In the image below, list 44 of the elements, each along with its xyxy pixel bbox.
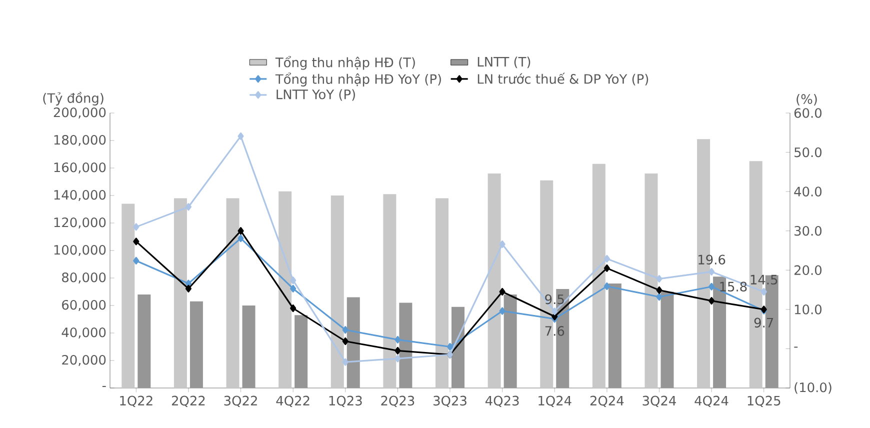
y-tick-label: 80,000 [62,272,106,284]
data-label: 9.5 [545,294,564,304]
x-tick-label: 2Q22 [172,396,205,408]
y2-tick-label: 40.0 [794,186,822,196]
y-tick-label: 180,000 [54,134,106,146]
x-tick-label: 4Q24 [694,396,728,408]
data-label: 9.7 [754,318,774,328]
x-tick-label: 4Q23 [485,396,519,408]
y-tick-label: 200,000 [54,107,106,119]
legend-label: Tổng thu nhập HĐ (T) [275,56,415,70]
legend-label: LNTT (T) [478,56,530,68]
x-tick-label: 3Q24 [642,396,676,408]
legend-label: LN trước thuế & DP YoY (P) [478,72,648,86]
y2-tick-label: - [794,346,798,348]
x-tick-label: 2Q24 [590,396,624,408]
y-axis-title: (Tỷ đồng) [43,92,104,106]
y-tick-label: 120,000 [54,217,106,229]
x-tick-label: 4Q22 [276,396,310,408]
data-label: 7.6 [545,326,564,336]
x-tick-label: 1Q23 [329,396,362,408]
data-label: 19.6 [698,254,726,265]
x-tick-label: 2Q23 [381,396,414,408]
y2-tick-label: 30.0 [794,226,822,236]
data-label: 14.5 [750,274,778,285]
y-tick-label: 20,000 [62,354,106,366]
y-tick-label: 140,000 [54,190,106,202]
y-tick-label: 60,000 [62,300,106,312]
y2-tick-label: 60.0 [794,108,822,118]
legend-label: Tổng thu nhập HĐ YoY (P) [275,72,441,86]
y-tick-label: - [102,386,106,387]
y2-tick-label: 50.0 [794,147,822,158]
y2-axis-title: (%) [796,94,817,106]
y-tick-label: 160,000 [54,162,106,174]
legend-label: LNTT YoY (P) [276,89,355,101]
x-tick-label: 1Q25 [748,396,780,408]
x-tick-label: 3Q23 [434,396,466,408]
x-tick-label: 1Q24 [538,396,572,408]
y2-tick-label: (10.0) [794,382,832,394]
y-tick-label: 40,000 [62,327,106,339]
x-tick-label: 3Q22 [224,396,257,408]
y2-tick-label: 20.0 [794,265,822,276]
x-tick-label: 1Q22 [120,396,152,408]
y2-tick-label: 10.0 [794,304,822,314]
y-tick-label: 100,000 [54,244,106,256]
